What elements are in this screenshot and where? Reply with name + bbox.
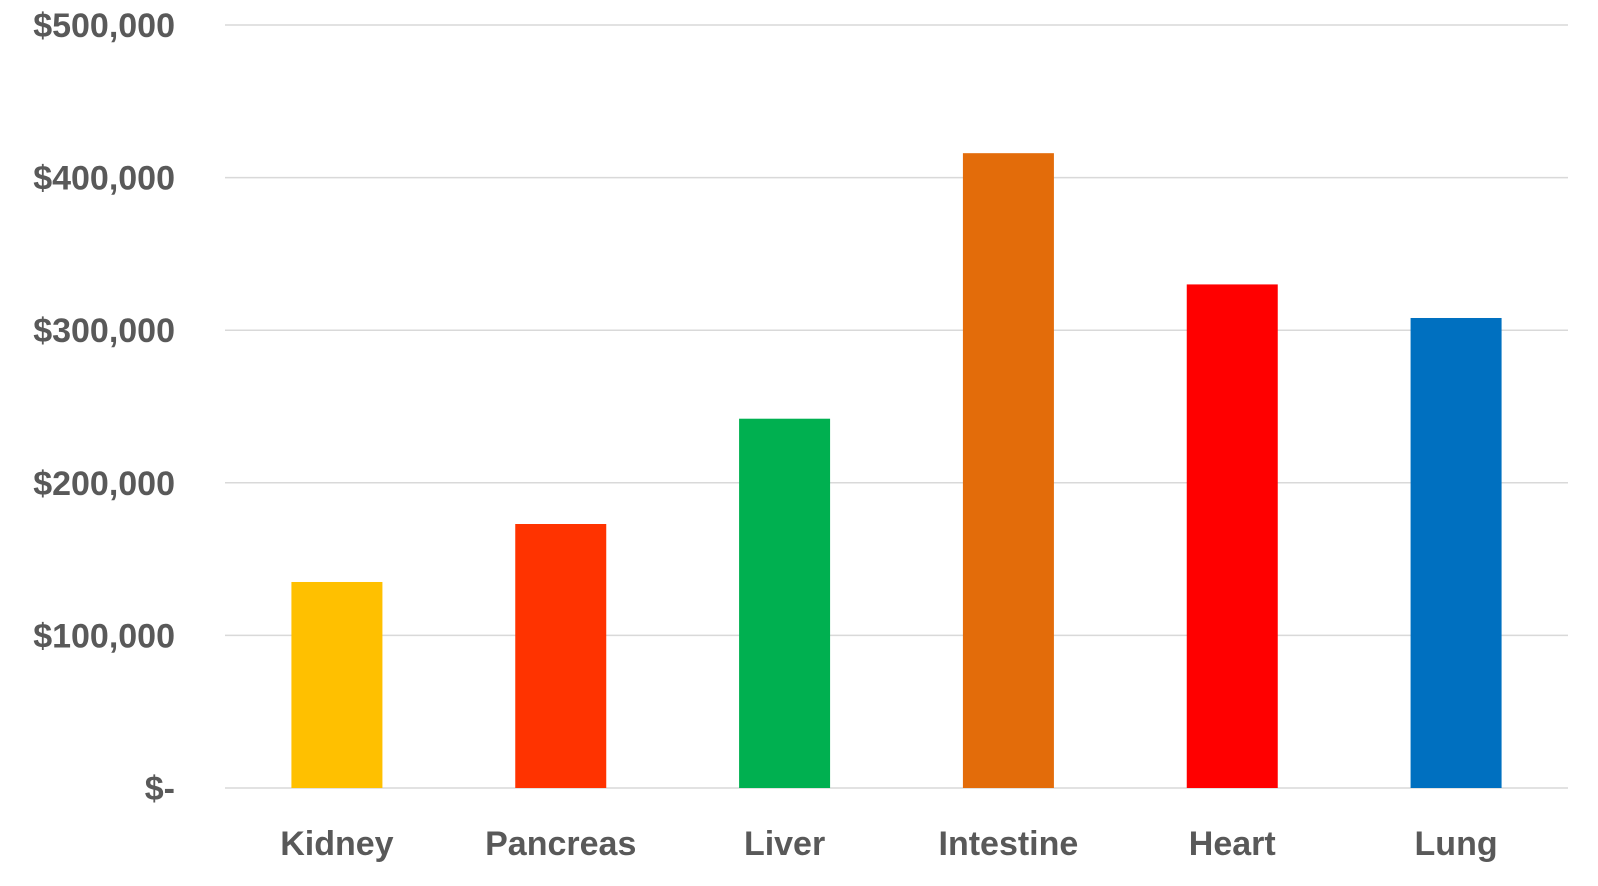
y-tick-label: $200,000 [33, 465, 175, 503]
x-tick-label: Lung [1415, 825, 1498, 863]
y-tick-label: $100,000 [33, 617, 175, 655]
x-tick-label: Heart [1189, 825, 1276, 863]
bar-pancreas [515, 524, 607, 788]
y-tick-label: $500,000 [33, 7, 175, 45]
bars [291, 153, 1502, 788]
x-tick-label: Kidney [280, 825, 393, 863]
bar-kidney [291, 581, 383, 788]
x-tick-label: Pancreas [485, 825, 636, 863]
y-tick-label: $400,000 [33, 160, 175, 198]
x-axis-tick-labels: Kidney Pancreas Liver Intestine Heart Lung [280, 825, 1497, 863]
y-tick-label: $- [145, 770, 175, 808]
bar-lung [1410, 317, 1502, 788]
bar-liver [739, 418, 831, 788]
x-tick-label: Liver [744, 825, 825, 863]
bar-heart [1186, 284, 1278, 788]
y-tick-label: $300,000 [33, 312, 175, 350]
bar-intestine [962, 153, 1054, 788]
y-axis-tick-labels: $- $100,000 $200,000 $300,000 $400,000 $500,0… [33, 7, 175, 808]
gridlines [225, 24, 1568, 789]
x-tick-label: Intestine [939, 825, 1079, 863]
